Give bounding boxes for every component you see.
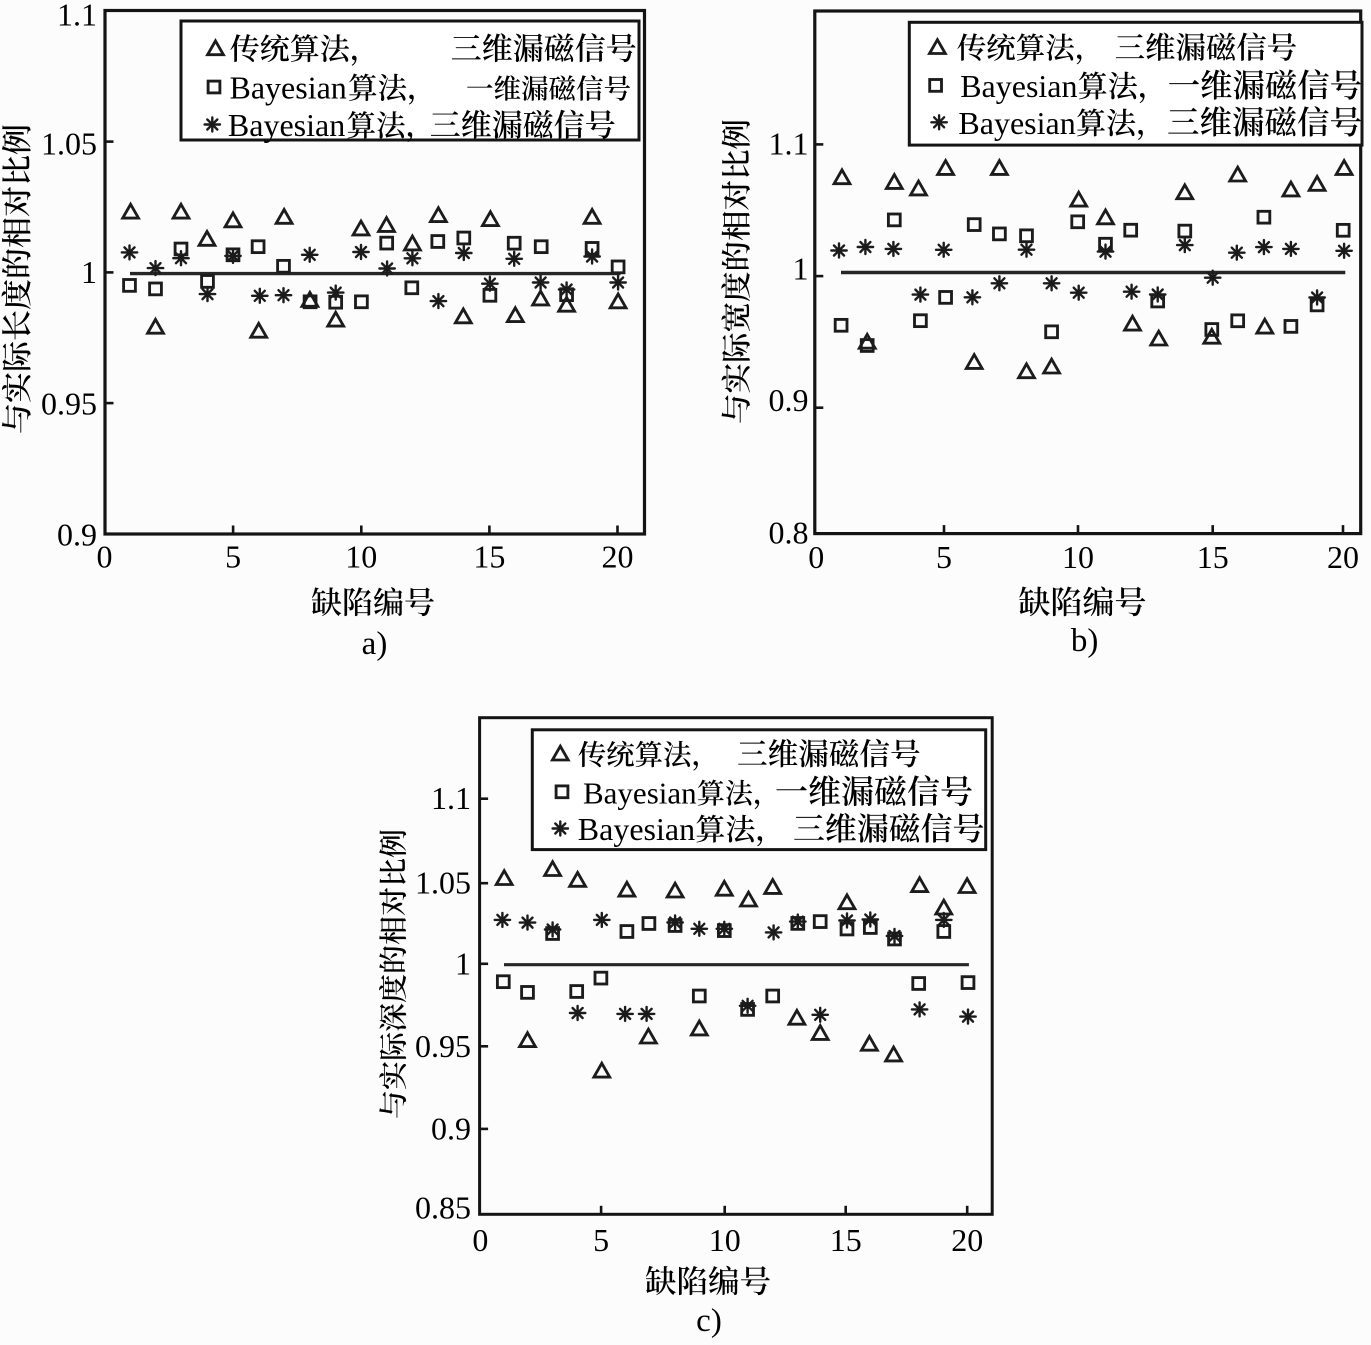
svg-text:1: 1: [793, 251, 809, 287]
svg-text:0.9: 0.9: [431, 1110, 471, 1146]
svg-text:0.95: 0.95: [41, 386, 97, 422]
svg-text:1.1: 1.1: [769, 125, 809, 161]
svg-text:5: 5: [593, 1222, 609, 1258]
svg-text:1.1: 1.1: [431, 780, 471, 816]
svg-text:1.05: 1.05: [415, 865, 471, 901]
svg-text:Bayesian: Bayesian: [960, 68, 1077, 104]
svg-text:10: 10: [709, 1222, 741, 1258]
svg-text:0: 0: [808, 539, 824, 575]
svg-text:15: 15: [1197, 539, 1229, 575]
svg-text:1.05: 1.05: [41, 126, 97, 162]
svg-text:0.85: 0.85: [415, 1190, 471, 1226]
svg-text:Bayesian: Bayesian: [230, 70, 347, 106]
svg-text:Bayesian: Bayesian: [583, 775, 697, 810]
svg-text:20: 20: [602, 539, 634, 575]
svg-text:Bayesian: Bayesian: [578, 811, 695, 847]
svg-text:0.9: 0.9: [57, 517, 97, 553]
svg-text:a): a): [362, 626, 388, 662]
svg-text:Bayesian: Bayesian: [228, 107, 345, 143]
svg-text:Bayesian: Bayesian: [958, 105, 1075, 141]
svg-text:5: 5: [936, 539, 952, 575]
svg-text:1: 1: [81, 254, 97, 290]
svg-text:20: 20: [951, 1222, 983, 1258]
svg-text:0.95: 0.95: [415, 1028, 471, 1064]
svg-text:0: 0: [97, 539, 113, 575]
svg-text:20: 20: [1327, 539, 1359, 575]
svg-text:10: 10: [1062, 539, 1094, 575]
svg-text:1.1: 1.1: [57, 0, 97, 33]
svg-text:0.8: 0.8: [769, 515, 809, 551]
svg-text:1: 1: [455, 945, 471, 981]
svg-text:5: 5: [225, 539, 241, 575]
svg-text:0.9: 0.9: [769, 382, 809, 418]
svg-text:b): b): [1071, 623, 1099, 659]
svg-text:15: 15: [830, 1222, 862, 1258]
svg-text:0: 0: [472, 1222, 488, 1258]
svg-text:10: 10: [345, 539, 377, 575]
svg-text:15: 15: [473, 539, 505, 575]
svg-text:c): c): [696, 1303, 722, 1339]
